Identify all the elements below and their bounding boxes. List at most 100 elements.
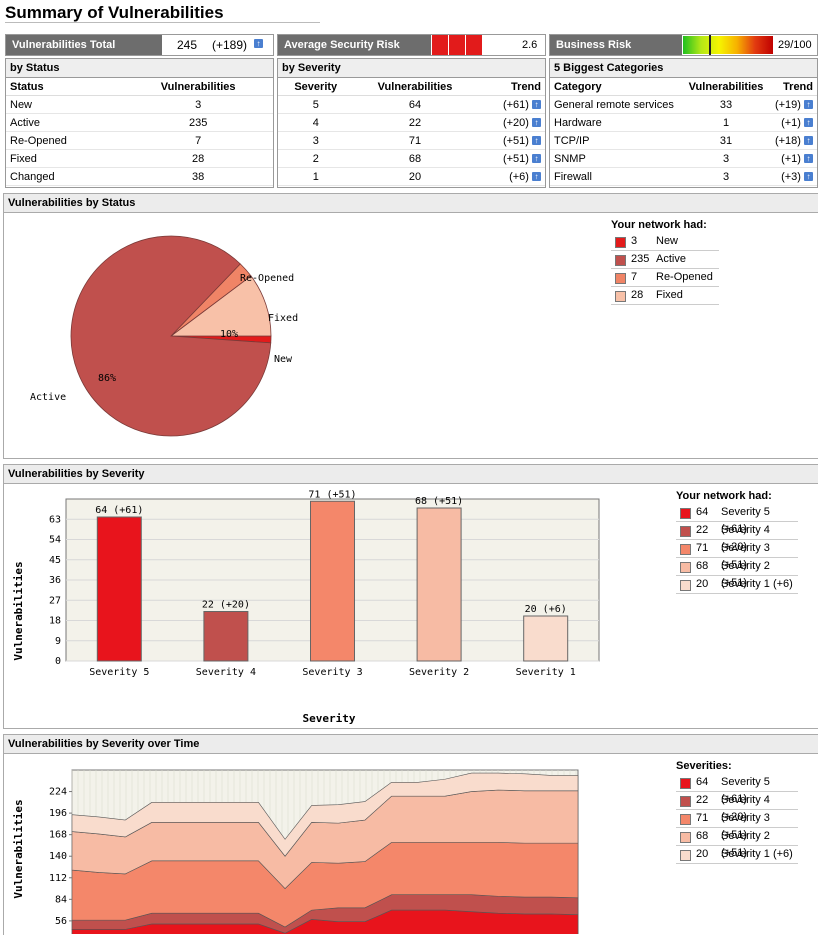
category-name: SNMP [550, 149, 683, 168]
kpi-business-risk-label: Business Risk [550, 35, 682, 55]
table-row: SNMP 3 (+1) ↑ [550, 149, 817, 168]
table-row: New 3 [6, 95, 273, 114]
x-tick-label: Severity 5 [89, 667, 149, 678]
legend-value: 20 [696, 578, 709, 590]
legend-label: Severity 1 (+6) [721, 578, 793, 590]
kpi-total-label: Vulnerabilities Total [6, 35, 162, 55]
area-series [71, 772, 579, 857]
table-row: 3 71 (+51) ↑ [278, 131, 545, 150]
category-count: 1 [682, 113, 770, 132]
kpi-business-risk-value: 29/100 [778, 39, 812, 51]
y-tick-label: 9 [55, 636, 61, 647]
risk-meter-segment [466, 35, 483, 55]
x-tick-label: Severity 4 [196, 667, 256, 678]
status-count: 235 [123, 113, 273, 132]
severity-table: Severity Vulnerabilities Trend 5 64 (+61) … [278, 78, 545, 186]
status-name: Active [6, 113, 124, 132]
table-row: Changed 38 [6, 167, 273, 186]
legend-swatch [680, 832, 691, 843]
severity-bar-chart: 0 9 18 27 36 45 54 63 64 (+61) Severity 5 22 (+20)… [12, 489, 600, 725]
risk-meter-segment [483, 35, 500, 55]
col-header-vulnerabilities: Vulnerabilities [682, 78, 770, 96]
severity-trend: (+20) ↑ [476, 113, 545, 132]
legend-item: 22 Severity 4 (+20) [676, 522, 798, 553]
table-row: Fixed 28 [6, 149, 273, 168]
legend-item: 64 Severity 5 (+61) [676, 504, 798, 535]
legend-swatch [615, 273, 626, 284]
category-trend: (+3) ↑ [769, 167, 817, 186]
status-name: Fixed [6, 149, 124, 168]
legend-label: Severity 2 (+51) [721, 830, 770, 859]
severity-count: 64 [353, 95, 477, 114]
legend-item: 3 New [611, 233, 719, 251]
pie-label: Fixed [268, 313, 298, 324]
y-tick-label: 196 [49, 808, 67, 819]
legend-label: New [656, 235, 679, 247]
kpi-vulnerabilities-total: Vulnerabilities Total 245 (+189) ↑ [5, 34, 274, 56]
trend-up-icon: ↑ [254, 39, 263, 48]
kpi-total-trend: (+189) [212, 38, 248, 52]
trend-value: (+51) [502, 152, 529, 165]
trend-up-icon: ↑ [804, 100, 813, 110]
legend-label: Severity 1 (+6) [721, 848, 793, 860]
legend-value: 68 [696, 830, 709, 842]
severity-legend: Your network had: 64 Severity 5 (+61) 22 Se… [676, 488, 798, 594]
status-name: Re-Opened [6, 131, 124, 150]
bar [96, 516, 142, 662]
col-header-severity: Severity [278, 78, 354, 96]
severity-count: 20 [353, 167, 477, 186]
legend-label: Fixed [656, 289, 683, 301]
y-tick-label: 27 [49, 595, 61, 606]
legend-title: Severities: [676, 760, 732, 772]
business-risk-marker [709, 35, 712, 55]
table-row: Firewall 3 (+3) ↑ [550, 167, 817, 186]
legend-value: 68 [696, 560, 709, 572]
legend-item: 64 Severity 5 (+61) [676, 774, 798, 805]
severity-trend: (+61) ↑ [476, 95, 545, 114]
panel-categories-title: 5 Biggest Categories [550, 59, 817, 78]
legend-swatch [680, 580, 691, 591]
section-title: Vulnerabilities by Severity over Time [4, 735, 818, 754]
legend-value: 64 [696, 506, 709, 518]
category-name: TCP/IP [550, 131, 683, 150]
trend-up-icon: ↑ [532, 118, 541, 128]
legend-swatch [615, 237, 626, 248]
legend-item: 7 Re-Opened [611, 269, 719, 287]
legend-title: Your network had: [676, 490, 772, 502]
panel-by-status: by Status Status Vulnerabilities New 3 Ac… [5, 58, 274, 188]
trend-up-icon: ↑ [804, 118, 813, 128]
legend-swatch [680, 544, 691, 555]
category-name: Hardware [550, 113, 683, 132]
severity-count: 71 [353, 131, 477, 150]
legend-item: 20 Severity 1 (+6) [676, 846, 798, 864]
status-count: 7 [123, 131, 273, 150]
category-trend: (+19) ↑ [769, 95, 817, 114]
legend-label: Severity 3 (+51) [721, 542, 770, 571]
y-axis-label: Vulnerabilities [12, 799, 25, 898]
panel-biggest-categories: 5 Biggest Categories Category Vulnerabil… [549, 58, 818, 188]
y-axis-label: Vulnerabilities [12, 561, 25, 660]
trend-value: (+18) [774, 134, 801, 147]
section-vulnerabilities-by-status: Vulnerabilities by Status Re-Opened Fixed… [3, 193, 818, 459]
section-title: Vulnerabilities by Severity [4, 465, 818, 484]
severity-level: 4 [278, 113, 354, 132]
table-row: 2 68 (+51) ↑ [278, 149, 545, 168]
y-tick-label: 63 [49, 514, 61, 525]
status-legend: Your network had: 3 New 235 Active 7 Re-Opene… [611, 217, 719, 305]
trend-value: (+6) [509, 170, 529, 183]
risk-meter-segment [432, 35, 449, 55]
severity-level: 2 [278, 149, 354, 168]
status-pie-chart: Re-Opened Fixed New Active 86% 10% [30, 235, 298, 437]
title-underline [5, 22, 320, 23]
trend-value: (+51) [502, 134, 529, 147]
legend-item: 71 Severity 3 (+51) [676, 810, 798, 841]
x-tick-label: Severity 2 [409, 667, 469, 678]
trend-up-icon: ↑ [804, 154, 813, 164]
legend-label: Severity 2 (+51) [721, 560, 770, 589]
legend-value: 28 [631, 289, 644, 301]
col-header-trend: Trend [476, 78, 545, 96]
status-count: 3 [123, 95, 273, 114]
legend-label: Active [656, 253, 686, 265]
legend-label: Severity 5 (+61) [721, 776, 770, 805]
trend-up-icon: ↑ [804, 136, 813, 146]
